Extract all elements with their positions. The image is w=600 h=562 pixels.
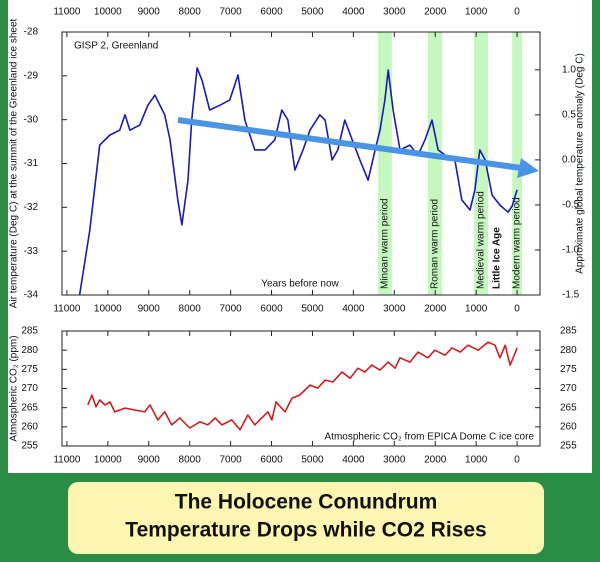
x-tick-label: 4000	[342, 455, 365, 466]
x-tick-label: 1000	[465, 7, 488, 18]
chart-title: GISP 2, Greenland	[74, 41, 158, 52]
note: Atmospheric CO₂ from EPICA Dome C ice co…	[325, 432, 535, 443]
period-band	[427, 32, 443, 295]
period-label: Minoan warm period	[380, 198, 391, 289]
x-tick-label: 2000	[424, 7, 447, 18]
x-tick-label: 6000	[260, 7, 283, 18]
x-tick-label: 11000	[53, 455, 81, 466]
x-tick-label: 4000	[342, 304, 365, 315]
x-tick-label: 3000	[383, 7, 406, 18]
y-tick-label: -32	[24, 202, 39, 213]
y2-tick-label: 0.5	[562, 110, 576, 121]
x-tick-label: 3000	[383, 455, 406, 466]
x-tick-label: 3000	[383, 304, 406, 315]
x-tick-label: 1000	[465, 455, 488, 466]
y-tick-label: -31	[24, 158, 39, 169]
x-tick-label: 9000	[138, 455, 161, 466]
x-tick-label: 4000	[342, 7, 365, 18]
caption-box	[68, 482, 544, 554]
y-tick-label: -33	[24, 246, 39, 257]
x-tick-label: 5000	[301, 455, 324, 466]
y2-tick-label: 1.0	[562, 64, 576, 75]
period-label: Roman warm period	[430, 199, 441, 289]
y-tick-label: 275	[560, 364, 577, 375]
y-tick-label: 260	[560, 421, 577, 432]
x-axis-label: Years before now	[261, 279, 339, 290]
x-tick-label: 8000	[179, 7, 202, 18]
x-tick-label: 6000	[260, 455, 283, 466]
y-tick-label: 270	[21, 383, 38, 394]
y-tick-label: -30	[24, 114, 39, 125]
y2-axis-label: Approximate global temperature anomaly (…	[575, 53, 586, 274]
y-tick-label: 255	[560, 441, 577, 452]
x-tick-label: 9000	[138, 7, 161, 18]
trend-arrow	[177, 117, 522, 171]
y2-tick-label: -1.0	[562, 245, 580, 256]
x-tick-label: 1000	[465, 304, 488, 315]
data-line	[87, 341, 518, 431]
y-tick-label: -29	[24, 70, 39, 81]
y2-tick-label: -1.5	[562, 290, 580, 301]
x-tick-label: 10000	[94, 304, 122, 315]
x-tick-label: 8000	[179, 304, 202, 315]
period-band	[512, 32, 522, 295]
annotation: Little Ice Age	[492, 227, 503, 289]
x-tick-label: 0	[514, 304, 520, 315]
y-tick-label: 285	[560, 326, 577, 337]
y-tick-label: 275	[21, 364, 38, 375]
y-tick-label: -28	[24, 27, 39, 38]
x-tick-label: 2000	[424, 304, 447, 315]
panel	[8, 0, 592, 473]
y-axis-label: Atmospheric CO₂ (ppm)	[9, 335, 20, 441]
period-band	[377, 32, 392, 295]
x-tick-label: 11000	[53, 7, 81, 18]
x-tick-label: 7000	[219, 304, 242, 315]
x-tick-label: 8000	[179, 455, 202, 466]
x-tick-label: 0	[514, 455, 520, 466]
y-tick-label: 255	[21, 441, 38, 452]
x-tick-label: 7000	[219, 455, 242, 466]
period-label: Medieval warm period	[476, 191, 487, 289]
x-tick-label: 9000	[138, 304, 161, 315]
y2-tick-label: 0.0	[562, 155, 576, 166]
y-tick-label: 285	[21, 326, 38, 337]
x-tick-label: 11000	[53, 304, 81, 315]
caption-line: The Holocene Conundrum	[175, 491, 438, 514]
caption-line: Temperature Drops while CO2 Rises	[125, 519, 486, 542]
x-tick-label: 6000	[260, 304, 283, 315]
period-label: Modern warm period	[512, 197, 523, 289]
x-tick-label: 0	[514, 7, 520, 18]
x-tick-label: 5000	[301, 304, 324, 315]
y2-tick-label: -0.5	[562, 200, 580, 211]
x-tick-label: 7000	[219, 7, 242, 18]
y-tick-label: 265	[560, 402, 577, 413]
trend-arrowhead	[517, 158, 539, 178]
y-tick-label: 280	[560, 345, 577, 356]
x-tick-label: 10000	[94, 7, 122, 18]
x-tick-label: 5000	[301, 7, 324, 18]
y-tick-label: 265	[21, 402, 38, 413]
y-tick-label: 260	[21, 421, 38, 432]
y-axis-label: Air temperature (Deg C) at the summit of…	[9, 18, 20, 308]
x-tick-label: 10000	[94, 455, 122, 466]
x-tick-label: 2000	[424, 455, 447, 466]
charts: Minoan warm period Roman warm period Medie…	[9, 7, 586, 466]
y-tick-label: 270	[560, 383, 577, 394]
y-tick-label: 280	[21, 345, 38, 356]
y-tick-label: -34	[24, 290, 39, 301]
